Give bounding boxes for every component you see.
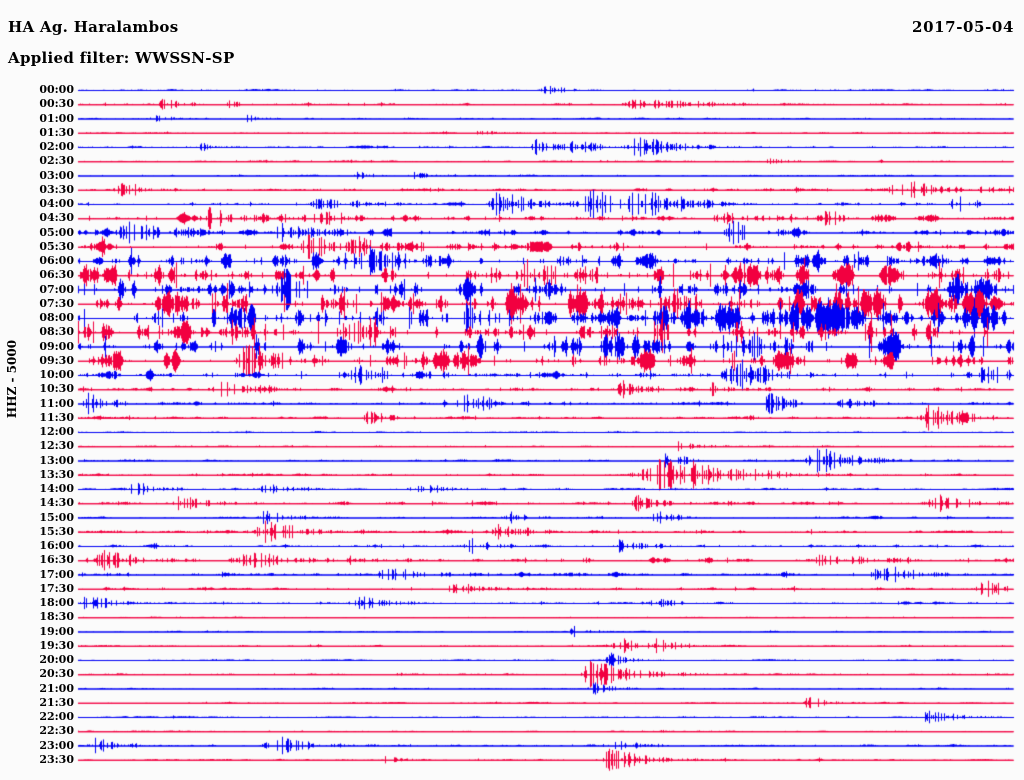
- time-tick-label: 03:00: [39, 168, 74, 182]
- time-tick-label: 09:00: [39, 339, 74, 353]
- time-tick-label: 10:30: [39, 382, 74, 396]
- time-tick-label: 17:30: [39, 581, 74, 595]
- time-tick-label: 02:00: [39, 140, 74, 153]
- time-tick-label: 02:30: [39, 154, 74, 168]
- time-tick-label: 10:00: [39, 368, 74, 381]
- time-tick-label: 14:30: [39, 496, 74, 510]
- time-tick-label: 11:00: [39, 396, 74, 410]
- time-tick-label: 15:30: [39, 524, 74, 538]
- time-tick-label: 23:30: [39, 752, 74, 766]
- time-tick-label: 13:30: [39, 467, 74, 481]
- time-tick-label: 22:30: [39, 724, 74, 738]
- time-tick-label: 21:00: [39, 681, 74, 695]
- time-tick-label: 14:00: [39, 482, 74, 495]
- time-tick-label: 05:00: [39, 225, 74, 239]
- time-tick-label: 18:30: [39, 610, 74, 624]
- time-tick-label: 15:00: [39, 510, 74, 524]
- time-tick-label: 12:00: [39, 425, 74, 438]
- time-tick-label: 19:30: [39, 638, 74, 652]
- time-tick-label: 22:00: [39, 710, 74, 723]
- time-tick-label: 04:00: [39, 197, 74, 210]
- time-tick-label: 08:30: [39, 325, 74, 339]
- time-tick-label: 20:00: [39, 653, 74, 666]
- time-tick-label: 23:00: [39, 738, 74, 752]
- time-tick-label: 07:00: [39, 282, 74, 296]
- time-tick-label: 00:30: [39, 97, 74, 111]
- time-tick-label: 18:00: [39, 596, 74, 609]
- time-tick-label: 21:30: [39, 695, 74, 709]
- time-tick-label: 08:00: [39, 311, 74, 324]
- time-tick-label: 20:30: [39, 667, 74, 681]
- time-tick-label: 01:30: [39, 125, 74, 139]
- time-tick-label: 19:00: [39, 624, 74, 638]
- time-tick-label: 07:30: [39, 296, 74, 310]
- time-tick-label: 11:30: [39, 410, 74, 424]
- time-tick-label: 13:00: [39, 453, 74, 467]
- time-tick-label: 16:00: [39, 539, 74, 552]
- time-tick-label: 17:00: [39, 567, 74, 581]
- time-tick-label: 01:00: [39, 111, 74, 125]
- time-tick-label: 16:30: [39, 553, 74, 567]
- time-tick-label: 00:00: [39, 83, 74, 96]
- time-tick-label: 03:30: [39, 182, 74, 196]
- time-tick-label: 04:30: [39, 211, 74, 225]
- time-tick-label: 06:00: [39, 254, 74, 267]
- time-tick-label: 12:30: [39, 439, 74, 453]
- time-tick-label: 05:30: [39, 239, 74, 253]
- time-tick-label: 09:30: [39, 353, 74, 367]
- time-axis-ticks: 00:00 00:30 01:00 01:30 02:00 02:30 03:00 03:30…: [0, 0, 78, 780]
- time-tick-label: 06:30: [39, 268, 74, 282]
